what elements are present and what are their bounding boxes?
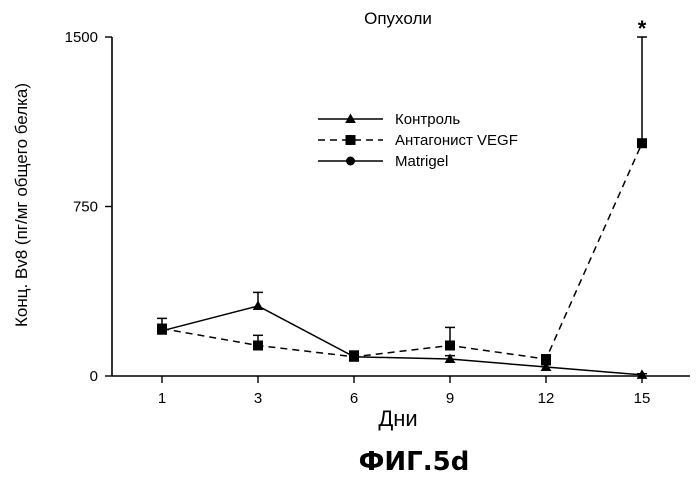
legend-label: Контроль	[395, 111, 460, 128]
y-ticks: 0 750 1500	[65, 29, 112, 385]
axes	[112, 37, 690, 376]
data-point	[446, 341, 455, 350]
y-tick-label: 1500	[65, 29, 98, 46]
series-layer: *	[157, 16, 647, 378]
legend-item: Matrigel	[318, 153, 448, 170]
x-tick-label: 12	[538, 390, 555, 407]
data-point	[158, 324, 167, 333]
x-ticks: 1 3 6 9 12 15	[158, 376, 651, 407]
chart-title: Опухоли	[364, 9, 432, 28]
data-point	[254, 341, 263, 350]
legend-label: Антагонист VEGF	[395, 132, 518, 149]
y-axis-label: Конц. Bv8 (пг/мг общего белка)	[12, 83, 31, 327]
data-point	[350, 352, 359, 361]
legend-label: Matrigel	[395, 153, 448, 170]
series-1	[157, 292, 647, 378]
y-tick-label: 750	[73, 199, 98, 216]
x-tick-label: 9	[446, 390, 454, 407]
significance-annotation: *	[638, 16, 647, 41]
legend: Контроль Антагонист VEGF Matrigel	[318, 111, 518, 170]
data-point	[254, 301, 263, 309]
series-2	[157, 37, 647, 364]
legend-marker	[346, 136, 355, 145]
figure-caption: ФИГ.5d	[359, 447, 470, 477]
series-line	[162, 143, 642, 359]
data-point	[542, 355, 551, 364]
legend-item: Контроль	[318, 111, 460, 128]
legend-marker	[347, 157, 355, 165]
series-line	[162, 306, 642, 375]
x-tick-label: 3	[254, 390, 262, 407]
x-tick-label: 1	[158, 390, 166, 407]
y-tick-label: 0	[90, 368, 98, 385]
x-tick-label: 6	[350, 390, 358, 407]
x-axis-label: Дни	[378, 406, 417, 431]
legend-item: Антагонист VEGF	[318, 132, 518, 149]
data-point	[638, 139, 647, 148]
x-tick-label: 15	[634, 390, 651, 407]
